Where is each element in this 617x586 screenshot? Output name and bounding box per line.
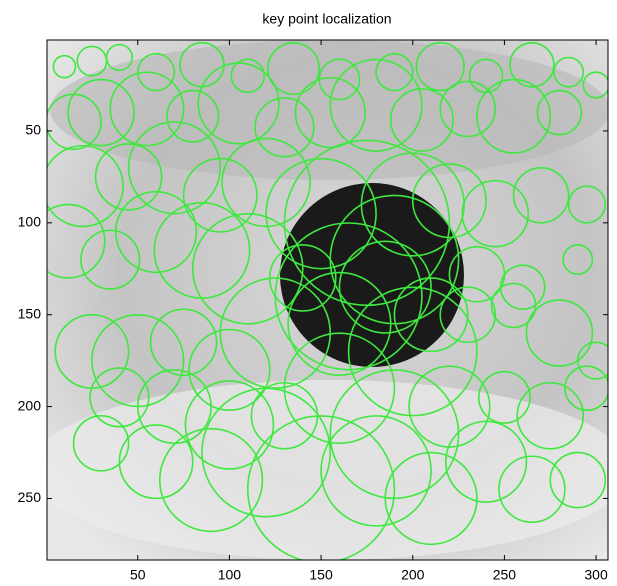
plot-frame [46,39,609,561]
x-tick-label: 50 [130,567,146,583]
keypoint [375,53,414,92]
keypoint [439,286,497,343]
keypoint [109,71,185,147]
keypoint [498,455,566,524]
keypoint [136,53,176,92]
keypoint [347,286,478,417]
keypoint [329,58,423,152]
keypoint [118,424,194,500]
keypoint [549,451,607,509]
y-tick-label: 100 [18,214,42,230]
keypoint [105,43,134,72]
keypoint [182,157,258,233]
keypoint [567,185,607,224]
keypoint [553,56,585,88]
keypoint [389,87,454,152]
keypoint [114,190,198,274]
keypoint [94,143,163,211]
keypoint [338,240,432,334]
x-tick-label: 200 [401,567,425,583]
keypoint [191,212,304,325]
keypoint [320,415,432,527]
keypoint [221,137,311,228]
keypoint [267,42,321,95]
keypoint [166,89,220,143]
keypoint [477,370,531,424]
keypoint [408,365,491,448]
keypoint [184,380,275,470]
keypoint [283,332,396,444]
keypoint [80,229,141,290]
keypoint [287,271,392,377]
keypoint [415,42,465,92]
keypoint [384,451,478,546]
keypoint [67,78,135,147]
keypoint [89,367,150,428]
x-tick-label: 150 [309,567,333,583]
keypoint [188,328,271,411]
x-tick-label: 300 [584,567,608,583]
keypoint [158,427,264,533]
y-tick-label: 150 [18,305,42,321]
keypoint [47,144,124,228]
keypoint [411,163,487,239]
keypoint [393,277,469,353]
keypoint [444,420,528,503]
keypoint [490,282,537,329]
eyelid-shade [50,40,608,180]
keypoint [201,387,332,518]
keypoint [283,139,451,307]
keypoint [254,97,315,158]
keypoint [230,58,266,94]
y-tick-label: 200 [18,397,42,413]
keypoint [47,203,106,279]
keypoint [562,244,594,276]
keypoint [274,222,423,371]
keypoint [246,415,396,560]
keypoint [219,277,332,389]
keypoint [576,341,608,380]
keypoint [127,121,222,215]
keypoint [439,80,497,138]
y-tick-label: 250 [18,489,42,505]
keypoint [476,78,552,154]
x-tick-label: 250 [493,567,517,583]
keypoint [516,381,585,450]
keypoint [509,42,555,88]
keypoint [564,365,608,411]
keypoint [461,179,530,248]
keypoint [536,89,583,136]
keypoint [512,166,570,224]
keypoint [265,157,377,270]
keypoint [197,62,280,145]
keypoint [52,54,77,79]
chart-title: key point localization [262,11,391,27]
keypoint [149,308,218,377]
x-tick-label: 100 [218,567,242,583]
keypoint [72,415,130,472]
keypoint [582,71,608,99]
y-tick-label: 50 [25,122,41,138]
keypoint [294,76,366,149]
keypoint [525,299,594,367]
